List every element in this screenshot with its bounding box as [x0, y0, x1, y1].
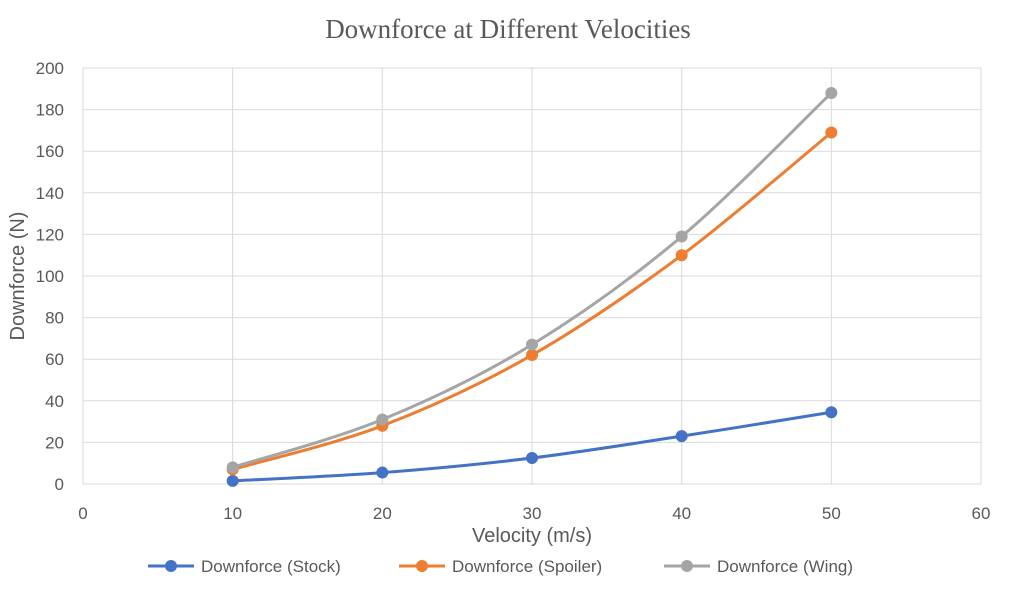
data-point-wing — [526, 338, 538, 351]
y-tick-label: 140 — [36, 184, 64, 203]
y-tick-label: 160 — [36, 142, 64, 161]
x-axis-ticks: 0 10 20 30 40 50 60 — [78, 504, 990, 523]
data-point-wing — [825, 86, 838, 99]
chart-title: Downforce at Different Velocities — [325, 14, 691, 44]
series-stock — [226, 406, 838, 487]
data-point-spoiler — [526, 349, 538, 362]
series-wing — [226, 86, 838, 474]
data-point-stock — [526, 452, 538, 464]
legend-marker-spoiler — [416, 560, 428, 572]
x-tick-label: 40 — [672, 504, 691, 523]
y-tick-label: 20 — [45, 433, 64, 452]
series-line-wing — [231, 91, 833, 469]
y-axis-label: Downforce (N) — [7, 212, 29, 341]
legend-label-stock: Downforce (Stock) — [201, 557, 341, 576]
data-point-wing — [675, 230, 688, 243]
x-tick-label: 50 — [822, 504, 841, 523]
x-tick-label: 60 — [972, 504, 991, 523]
legend-item-spoiler: Downforce (Spoiler) — [399, 557, 602, 576]
data-point-stock — [825, 406, 838, 419]
x-tick-label: 0 — [78, 504, 87, 523]
data-point-spoiler — [675, 249, 688, 262]
y-axis-ticks: 0 20 40 60 80 100 120 140 160 180 200 — [36, 59, 64, 494]
y-tick-label: 80 — [45, 309, 64, 328]
y-tick-label: 120 — [36, 225, 64, 244]
x-axis-label: Velocity (m/s) — [472, 525, 592, 547]
data-point-stock — [675, 430, 688, 443]
gridlines — [82, 67, 982, 485]
y-tick-label: 180 — [36, 101, 64, 120]
series-layer — [226, 86, 838, 487]
x-tick-label: 20 — [373, 504, 392, 523]
legend-marker-stock — [165, 560, 177, 572]
data-point-spoiler — [825, 126, 838, 139]
legend: Downforce (Stock) Downforce (Spoiler) Down… — [148, 557, 853, 576]
data-point-stock — [376, 466, 389, 479]
legend-label-spoiler: Downforce (Spoiler) — [452, 557, 602, 576]
y-tick-label: 40 — [45, 392, 64, 411]
x-tick-label: 10 — [223, 504, 242, 523]
legend-item-stock: Downforce (Stock) — [148, 557, 341, 576]
data-point-wing — [376, 413, 389, 426]
x-tick-label: 30 — [523, 504, 542, 523]
data-point-stock — [226, 474, 239, 487]
y-tick-label: 0 — [55, 475, 64, 494]
legend-item-wing: Downforce (Wing) — [664, 557, 853, 576]
data-point-wing — [226, 461, 239, 474]
y-tick-label: 200 — [36, 59, 64, 78]
legend-label-wing: Downforce (Wing) — [717, 557, 853, 576]
y-tick-label: 60 — [45, 350, 64, 369]
legend-marker-wing — [681, 560, 693, 572]
y-tick-label: 100 — [36, 267, 64, 286]
